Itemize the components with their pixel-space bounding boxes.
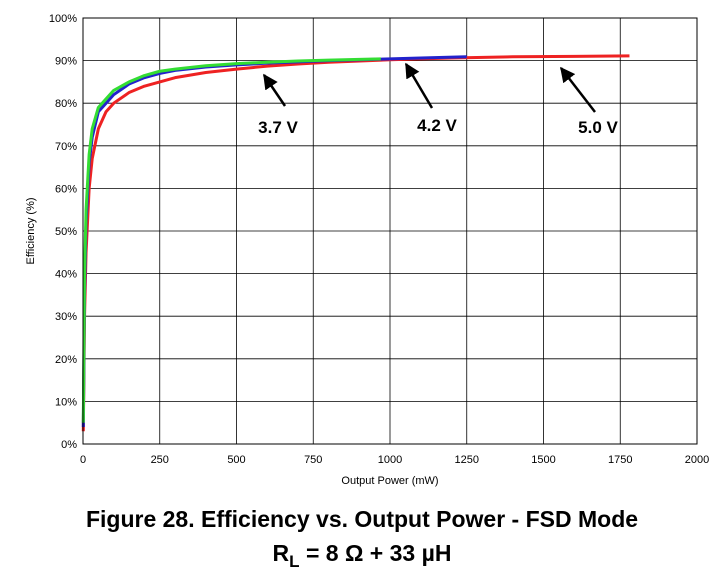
subtitle-part: R	[273, 540, 290, 566]
annotation: 5.0 V	[578, 118, 618, 137]
arrow	[262, 73, 287, 107]
x-tick-label: 1500	[531, 454, 555, 466]
subtitle-sub: L	[289, 552, 299, 571]
x-tick-label: 250	[151, 454, 169, 466]
annotation: 3.7 V	[258, 118, 298, 137]
arrow	[560, 66, 596, 113]
x-tick-label: 1000	[378, 454, 402, 466]
subtitle-part: = 8 Ω + 33 µH	[300, 540, 452, 566]
x-tick-label: 0	[80, 454, 86, 466]
series-line	[81, 57, 381, 423]
series-line	[81, 54, 630, 432]
x-tick-label: 750	[304, 454, 322, 466]
chart-title: Figure 28. Efficiency vs. Output Power -…	[86, 506, 638, 532]
y-tick-label: 50%	[55, 226, 77, 238]
y-tick-label: 40%	[55, 269, 77, 281]
y-tick-label: 30%	[55, 311, 77, 323]
x-tick-label: 2000	[685, 454, 709, 466]
y-tick-label: 90%	[55, 56, 77, 68]
y-tick-label: 0%	[61, 439, 77, 451]
y-tick-label: 20%	[55, 354, 77, 366]
y-tick-label: 60%	[55, 183, 77, 195]
x-tick-label: 500	[227, 454, 245, 466]
x-tick-label: 1750	[608, 454, 632, 466]
y-tick-label: 70%	[55, 141, 77, 153]
x-axis-label: Output Power (mW)	[341, 475, 438, 487]
y-tick-label: 10%	[55, 396, 77, 408]
arrow	[404, 62, 434, 109]
arrows	[262, 62, 596, 113]
annotation: 4.2 V	[417, 116, 457, 135]
series-line	[81, 55, 467, 427]
y-tick-label: 80%	[55, 98, 77, 110]
lines	[81, 54, 630, 432]
y-tick-label: 100%	[49, 13, 77, 25]
plot-frame	[82, 17, 698, 445]
x-tick-label: 1250	[455, 454, 479, 466]
chart-subtitle: RL = 8 Ω + 33 µH	[273, 540, 452, 571]
y-axis-label: Efficiency (%)	[25, 197, 37, 264]
grid	[82, 17, 698, 445]
